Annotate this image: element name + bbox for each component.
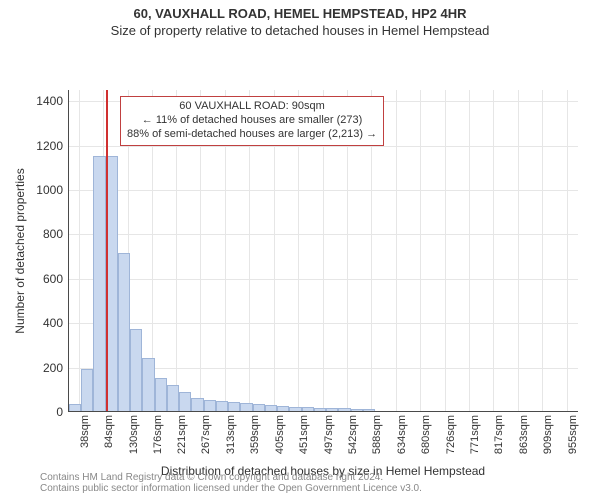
histogram-bar <box>265 405 277 411</box>
histogram-bar <box>142 358 154 411</box>
y-tick-label: 800 <box>43 227 69 241</box>
histogram-bar <box>228 402 240 411</box>
histogram-bar <box>338 408 350 411</box>
x-tick-label: 588sqm <box>371 415 383 454</box>
gridline-v <box>469 90 470 411</box>
page-title-line2: Size of property relative to detached ho… <box>0 23 600 38</box>
y-tick-label: 0 <box>56 405 69 419</box>
histogram-bar <box>351 409 363 411</box>
x-tick-label: 267sqm <box>200 415 212 454</box>
histogram-bar <box>191 398 203 411</box>
histogram-bar <box>81 369 93 411</box>
footer-line2: Contains public sector information licen… <box>40 483 422 494</box>
y-tick-label: 1000 <box>36 183 69 197</box>
histogram-bar <box>179 392 191 411</box>
histogram-bar <box>314 408 326 411</box>
gridline-v <box>79 90 80 411</box>
x-tick-label: 497sqm <box>323 415 335 454</box>
histogram-bar <box>363 409 375 411</box>
plot-area: 020040060080010001200140038sqm84sqm130sq… <box>68 90 578 412</box>
histogram-bar <box>289 407 301 411</box>
histogram-bar <box>204 400 216 411</box>
x-tick-label: 38sqm <box>79 415 91 448</box>
x-tick-label: 313sqm <box>225 415 237 454</box>
x-tick-label: 955sqm <box>567 415 579 454</box>
histogram-bar <box>167 385 179 411</box>
histogram-bar <box>155 378 167 411</box>
x-tick-label: 863sqm <box>518 415 530 454</box>
x-tick-label: 817sqm <box>493 415 505 454</box>
gridline-v <box>396 90 397 411</box>
y-tick-label: 200 <box>43 361 69 375</box>
histogram-bar <box>93 156 105 411</box>
x-tick-label: 634sqm <box>396 415 408 454</box>
x-tick-label: 771sqm <box>469 415 481 454</box>
histogram-bar <box>216 401 228 411</box>
annotation-line: 88% of semi-detached houses are larger (… <box>127 128 377 142</box>
y-tick-label: 1400 <box>36 94 69 108</box>
histogram-bar <box>118 253 130 411</box>
histogram-bar <box>240 403 252 411</box>
x-tick-label: 542sqm <box>347 415 359 454</box>
gridline-v <box>567 90 568 411</box>
gridline-v <box>445 90 446 411</box>
y-tick-label: 400 <box>43 316 69 330</box>
x-tick-label: 726sqm <box>445 415 457 454</box>
y-axis-label: Number of detached properties <box>13 168 27 333</box>
annotation-line: ← 11% of detached houses are smaller (27… <box>127 114 377 128</box>
histogram-bar <box>302 407 314 411</box>
x-tick-label: 451sqm <box>298 415 310 454</box>
histogram-bar <box>253 404 265 411</box>
gridline-v <box>542 90 543 411</box>
footer: Contains HM Land Registry data © Crown c… <box>40 472 422 494</box>
page-title-line1: 60, VAUXHALL ROAD, HEMEL HEMPSTEAD, HP2 … <box>0 6 600 21</box>
footer-line1: Contains HM Land Registry data © Crown c… <box>40 472 422 483</box>
histogram-bar <box>130 329 142 411</box>
x-tick-label: 221sqm <box>176 415 188 454</box>
chart-container: 0 200 400 600 800 1000 1200 1400 38sqm 84sqm 130sq… <box>0 38 600 482</box>
gridline-v <box>493 90 494 411</box>
histogram-bar <box>69 404 81 411</box>
annotation-box: 60 VAUXHALL ROAD: 90sqm← 11% of detached… <box>120 96 384 145</box>
gridline-v <box>518 90 519 411</box>
x-tick-label: 84sqm <box>103 415 115 448</box>
x-tick-label: 909sqm <box>542 415 554 454</box>
annotation-line: 60 VAUXHALL ROAD: 90sqm <box>127 100 377 114</box>
x-tick-label: 405sqm <box>274 415 286 454</box>
x-tick-label: 130sqm <box>128 415 140 454</box>
property-marker-line <box>106 90 108 411</box>
histogram-bar <box>277 406 289 411</box>
y-tick-label: 1200 <box>36 139 69 153</box>
x-tick-label: 176sqm <box>152 415 164 454</box>
histogram-bar <box>326 408 338 411</box>
x-tick-label: 680sqm <box>420 415 432 454</box>
gridline-v <box>420 90 421 411</box>
x-tick-label: 359sqm <box>249 415 261 454</box>
y-tick-label: 600 <box>43 272 69 286</box>
